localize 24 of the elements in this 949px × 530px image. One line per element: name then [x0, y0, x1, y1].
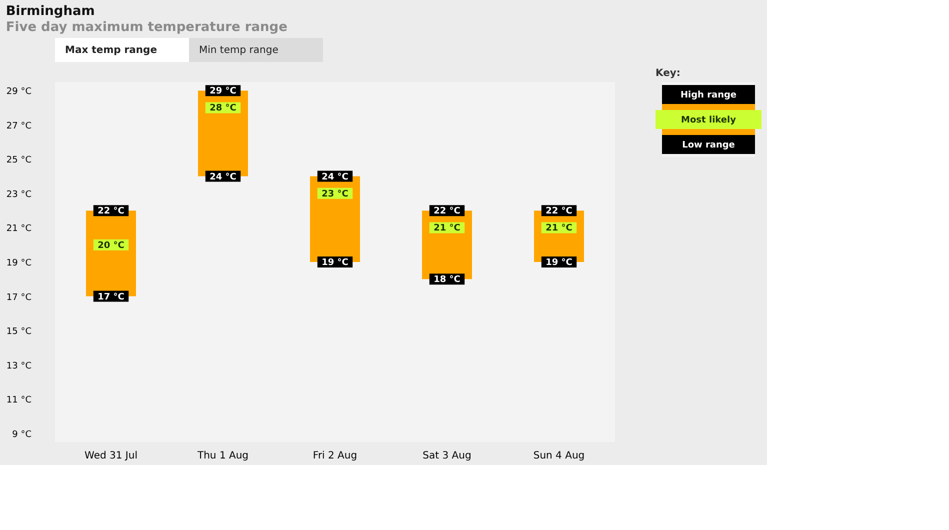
y-tick-label: 17 °C	[6, 292, 32, 303]
y-tick-label: 27 °C	[6, 121, 32, 132]
x-tick-label: Sat 3 Aug	[422, 450, 472, 462]
chart-title: Birmingham	[6, 4, 95, 19]
x-tick-label: Fri 2 Aug	[312, 450, 358, 462]
text: Min temp range	[199, 45, 278, 56]
legend-title: Key:	[656, 68, 680, 79]
y-tick-label: 13 °C	[6, 361, 32, 372]
x-tick-label: Sun 4 Aug	[533, 450, 585, 462]
y-tick-label: 11 °C	[6, 396, 32, 406]
y-tick-label: 9 °C	[12, 430, 32, 440]
x-tick-label: Thu 1 Aug	[196, 450, 249, 462]
text: Low range	[682, 140, 735, 150]
y-tick-label: 23 °C	[6, 190, 32, 200]
chart-subtitle: Five day maximum temperature range	[6, 20, 288, 35]
y-tick-label: 29 °C	[6, 87, 32, 98]
y-tick-label: 19 °C	[6, 258, 32, 268]
y-tick-label: 25 °C	[6, 156, 32, 166]
y-tick-label: 21 °C	[6, 224, 32, 234]
y-tick-label: 15 °C	[6, 327, 32, 338]
text: Most likely	[681, 116, 736, 126]
text: Max temp range	[65, 45, 158, 56]
text: High range	[680, 90, 737, 100]
x-tick-label: Wed 31 Jul	[84, 450, 138, 462]
